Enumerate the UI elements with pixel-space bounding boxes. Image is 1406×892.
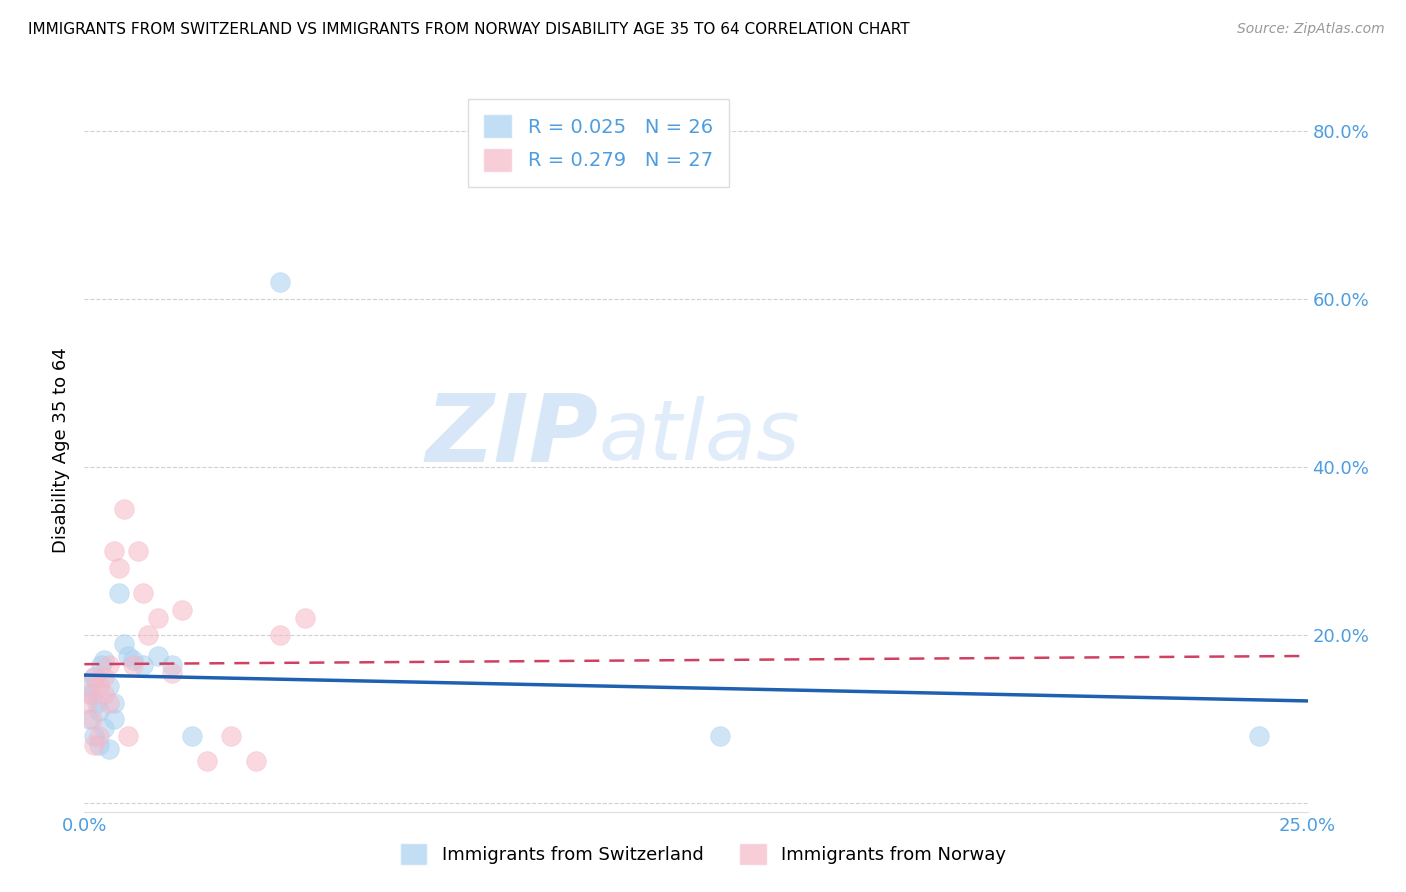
Point bbox=[117, 649, 139, 664]
Point bbox=[87, 738, 110, 752]
Point bbox=[97, 657, 120, 672]
Point bbox=[132, 657, 155, 672]
Point bbox=[97, 696, 120, 710]
Point bbox=[83, 738, 105, 752]
Legend: Immigrants from Switzerland, Immigrants from Norway: Immigrants from Switzerland, Immigrants … bbox=[391, 834, 1015, 874]
Point bbox=[162, 657, 184, 672]
Point bbox=[93, 687, 115, 701]
Point bbox=[97, 679, 120, 693]
Point bbox=[83, 670, 105, 684]
Text: IMMIGRANTS FROM SWITZERLAND VS IMMIGRANTS FROM NORWAY DISABILITY AGE 35 TO 64 CO: IMMIGRANTS FROM SWITZERLAND VS IMMIGRANT… bbox=[28, 22, 910, 37]
Point bbox=[294, 611, 316, 625]
Point bbox=[709, 729, 731, 743]
Point bbox=[146, 649, 169, 664]
Point bbox=[76, 696, 98, 710]
Point bbox=[87, 704, 110, 718]
Point bbox=[269, 628, 291, 642]
Point bbox=[87, 679, 110, 693]
Point bbox=[136, 628, 159, 642]
Point bbox=[122, 657, 145, 672]
Point bbox=[107, 586, 129, 600]
Y-axis label: Disability Age 35 to 64: Disability Age 35 to 64 bbox=[52, 348, 70, 553]
Point bbox=[219, 729, 242, 743]
Point bbox=[80, 712, 103, 726]
Point bbox=[127, 544, 149, 558]
Point bbox=[93, 721, 115, 735]
Point bbox=[80, 687, 103, 701]
Point bbox=[269, 276, 291, 290]
Point bbox=[93, 653, 115, 667]
Text: Source: ZipAtlas.com: Source: ZipAtlas.com bbox=[1237, 22, 1385, 37]
Point bbox=[77, 687, 100, 701]
Text: atlas: atlas bbox=[598, 395, 800, 476]
Point bbox=[93, 670, 115, 684]
Point bbox=[103, 696, 125, 710]
Point bbox=[162, 666, 184, 681]
Point bbox=[77, 712, 100, 726]
Point bbox=[87, 729, 110, 743]
Point bbox=[172, 603, 194, 617]
Text: ZIP: ZIP bbox=[425, 390, 598, 482]
Point bbox=[76, 679, 98, 693]
Point bbox=[245, 754, 267, 768]
Point bbox=[97, 741, 120, 756]
Point bbox=[107, 561, 129, 575]
Point bbox=[83, 670, 105, 684]
Point bbox=[195, 754, 218, 768]
Point bbox=[117, 729, 139, 743]
Point bbox=[122, 653, 145, 667]
Point bbox=[112, 502, 135, 516]
Point bbox=[112, 637, 135, 651]
Point bbox=[146, 611, 169, 625]
Point bbox=[181, 729, 204, 743]
Point bbox=[103, 544, 125, 558]
Point bbox=[86, 696, 108, 710]
Point bbox=[132, 586, 155, 600]
Point bbox=[83, 729, 105, 743]
Point bbox=[103, 712, 125, 726]
Point bbox=[90, 657, 112, 672]
Point bbox=[1247, 729, 1270, 743]
Legend: R = 0.025   N = 26, R = 0.279   N = 27: R = 0.025 N = 26, R = 0.279 N = 27 bbox=[468, 99, 728, 187]
